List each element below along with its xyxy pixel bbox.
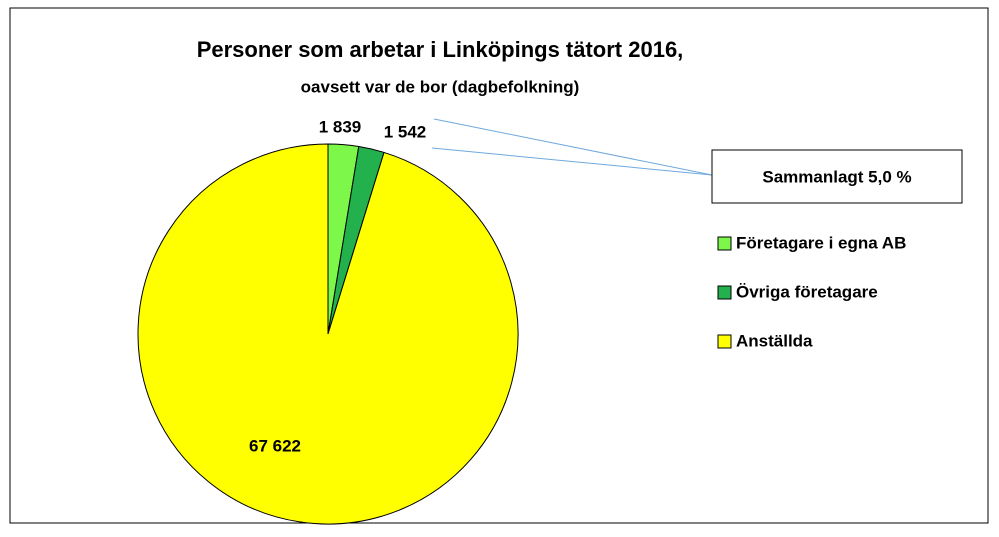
data-label: 67 622 [249, 436, 301, 455]
legend-swatch [717, 236, 732, 251]
data-label: 1 542 [384, 122, 427, 141]
annotation-box [711, 149, 963, 204]
data-label: 1 839 [319, 117, 362, 136]
pie-slice [137, 143, 519, 525]
legend-label: Företagare i egna AB [736, 233, 906, 252]
chart-subtitle: oavsett var de bor (dagbefolkning) [301, 77, 580, 96]
chart-title: Personer som arbetar i Linköpings tätort… [197, 37, 684, 62]
legend-label: Anställda [736, 331, 813, 350]
legend-label: Övriga företagare [736, 282, 878, 301]
leader-line [431, 147, 713, 176]
annotation: Sammanlagt 5,0 % [762, 167, 911, 186]
legend-swatch [717, 285, 732, 300]
leader-line [433, 118, 713, 176]
legend-swatch [717, 334, 732, 349]
